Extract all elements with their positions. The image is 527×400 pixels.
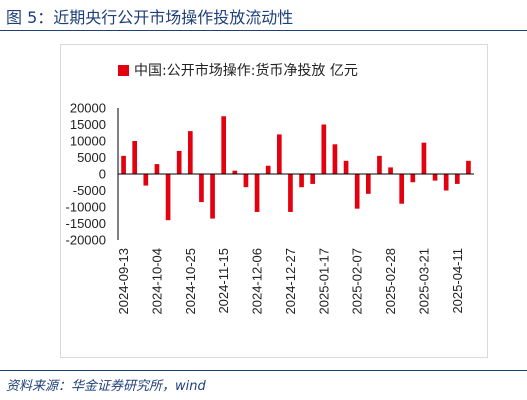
legend-label: 中国:公开市场操作:货币净投放 亿元 — [134, 62, 358, 79]
x-tick-label: 2024-11-15 — [216, 248, 231, 314]
bar — [432, 174, 438, 181]
bar — [332, 144, 338, 174]
x-tick-label: 2025-01-17 — [316, 248, 331, 315]
x-tick-label: 2024-09-13 — [116, 248, 131, 315]
bar — [454, 174, 460, 184]
y-tick-label: 15000 — [70, 117, 106, 132]
y-tick-label: -10000 — [66, 200, 106, 215]
bar — [365, 174, 371, 194]
bar — [187, 131, 193, 174]
y-tick-label: -15000 — [66, 216, 106, 231]
bar — [132, 141, 138, 174]
chart-frame — [60, 44, 488, 358]
x-tick-label: 2025-03-21 — [416, 248, 431, 315]
bar — [199, 174, 204, 203]
bar — [288, 174, 293, 212]
bar — [265, 165, 271, 174]
legend-swatch — [118, 65, 129, 76]
bar — [421, 142, 427, 174]
bar — [143, 174, 149, 186]
bar — [354, 174, 360, 209]
x-tick-label: 2024-10-25 — [183, 248, 198, 315]
bar — [165, 174, 171, 221]
bar — [443, 174, 449, 191]
y-tick-label: 20000 — [70, 101, 106, 116]
source-note: 资料来源：华金证券研究所，wind — [6, 379, 206, 394]
bar — [254, 174, 260, 212]
bar — [276, 134, 282, 174]
bar — [243, 174, 249, 188]
y-tick-label: 5000 — [77, 150, 106, 165]
bar — [299, 174, 304, 188]
y-tick-label: -5000 — [73, 183, 106, 198]
x-tick-label: 2024-12-27 — [283, 248, 298, 315]
bar — [388, 167, 393, 174]
y-tick-label: -20000 — [66, 233, 106, 248]
bar — [410, 174, 416, 183]
x-tick-label: 2024-12-06 — [250, 248, 265, 315]
bar — [466, 160, 471, 174]
bar — [221, 116, 227, 174]
bar — [310, 174, 316, 184]
bar — [121, 155, 126, 174]
x-tick-label: 2025-02-28 — [383, 248, 398, 315]
bar — [154, 164, 160, 174]
x-tick-label: 2025-04-11 — [450, 248, 465, 314]
bar — [377, 155, 382, 174]
y-tick-label: 10000 — [70, 134, 106, 149]
bar — [321, 124, 327, 174]
title-divider — [0, 30, 527, 31]
bar — [210, 174, 215, 219]
x-tick-label: 2024-10-04 — [149, 248, 164, 315]
bar — [232, 170, 238, 174]
x-tick-label: 2025-02-07 — [350, 248, 365, 315]
y-tick-label: 0 — [99, 167, 106, 182]
source-divider — [0, 370, 527, 371]
bar — [343, 160, 349, 174]
bar — [176, 150, 182, 174]
bar — [399, 174, 405, 204]
figure-title: 图 5：近期央行公开市场操作投放流动性 — [6, 8, 294, 27]
